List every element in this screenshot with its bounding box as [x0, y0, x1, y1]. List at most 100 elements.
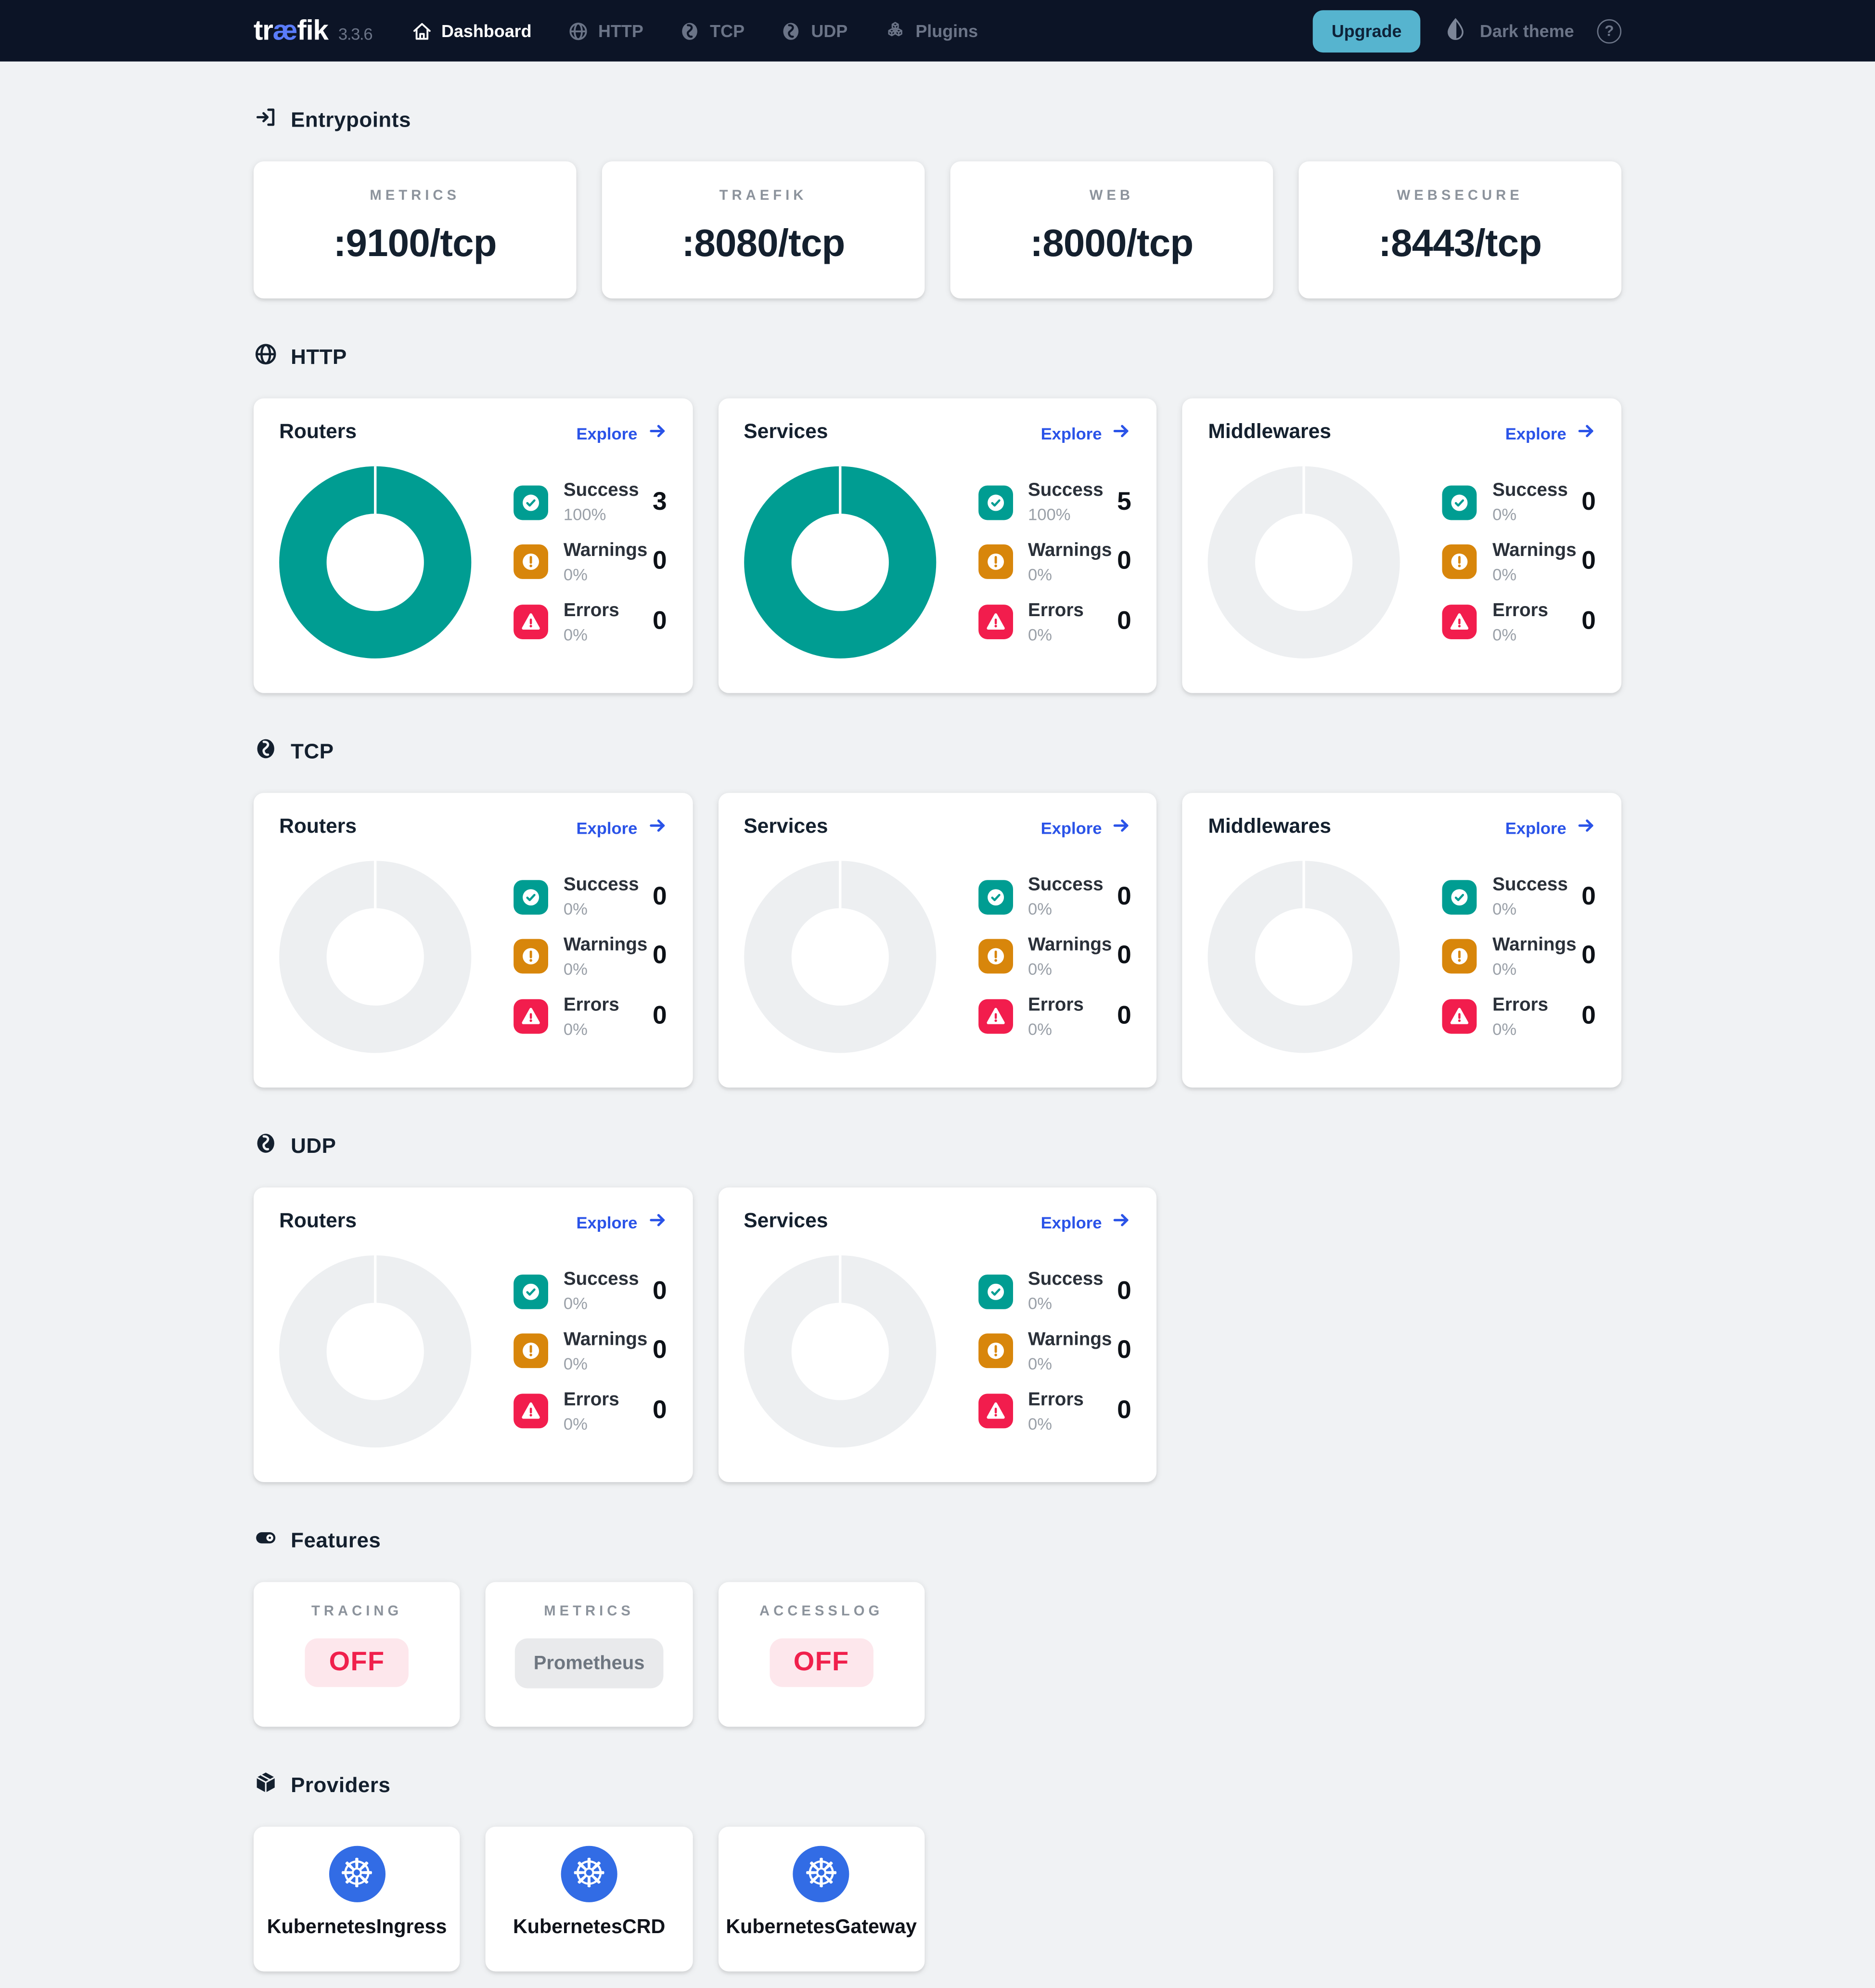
warning-icon	[1442, 545, 1477, 580]
error-icon	[978, 605, 1013, 640]
feature-card-tracing: TRACING OFF	[253, 1582, 461, 1727]
success-count: 5	[1117, 488, 1131, 516]
http-cards: Routers Explore Success 100% 3 Warnings 0	[253, 398, 1622, 693]
feature-label: TRACING	[311, 1603, 403, 1619]
entrypoint-value: :8000/tcp	[1030, 223, 1194, 265]
upgrade-button[interactable]: Upgrade	[1312, 9, 1421, 52]
features-section-head: Features	[254, 1525, 1621, 1556]
entrypoint-value: :9100/tcp	[333, 223, 497, 265]
theme-toggle[interactable]: Dark theme	[1444, 17, 1574, 45]
providers-title: Providers	[291, 1773, 391, 1797]
http-section-head: HTTP	[254, 342, 1621, 373]
help-icon[interactable]: ?	[1597, 18, 1622, 43]
explore-link[interactable]: Explore	[1505, 816, 1596, 839]
hurricane-icon	[254, 1131, 278, 1162]
logo-text: tr	[253, 14, 273, 46]
arrow-right-icon	[648, 422, 667, 445]
legend-row-warnings: Warnings 0% 0	[1442, 541, 1596, 584]
toggle-icon	[254, 1525, 278, 1556]
explore-link[interactable]: Explore	[1041, 422, 1131, 445]
warning-icon	[514, 545, 548, 580]
hurricane-icon	[679, 20, 701, 41]
nav-item-http[interactable]: HTTP	[567, 20, 643, 41]
legend-row-success: Success 100% 5	[978, 481, 1131, 524]
error-icon	[978, 1394, 1013, 1429]
entrypoint-card-web: WEB :8000/tcp	[950, 161, 1273, 299]
donut-chart	[744, 1255, 936, 1448]
arrow-right-icon	[648, 816, 667, 839]
explore-link[interactable]: Explore	[576, 1211, 667, 1234]
donut-chart	[279, 466, 472, 658]
feature-card-accesslog: ACCESSLOG OFF	[718, 1582, 925, 1727]
errors-count: 0	[1117, 1396, 1131, 1425]
errors-count: 0	[652, 1002, 667, 1031]
legend-row-warnings: Warnings 0% 0	[978, 1330, 1131, 1373]
donut-chart	[744, 466, 936, 658]
nav-item-dashboard[interactable]: Dashboard	[411, 20, 532, 41]
explore-link[interactable]: Explore	[1041, 816, 1131, 839]
entrypoint-label: WEBSECURE	[1397, 188, 1523, 204]
entrypoint-card-traefik: TRAEFIK :8080/tcp	[602, 161, 925, 299]
provider-card-kubernetes-crd: ☸ KubernetesCRD	[486, 1826, 693, 1972]
provider-card-kubernetes-ingress: ☸ KubernetesIngress	[253, 1826, 461, 1972]
warnings-count: 0	[1581, 942, 1596, 970]
success-count: 0	[1581, 488, 1596, 516]
explore-link[interactable]: Explore	[576, 422, 667, 445]
warnings-count: 0	[1117, 942, 1131, 970]
features-grid: TRACING OFF METRICS Prometheus ACCESSLOG…	[253, 1582, 1621, 1727]
donut-chart	[1208, 466, 1400, 658]
card-title: Services	[744, 1210, 828, 1233]
donut-chart	[279, 861, 472, 1053]
feature-label: ACCESSLOG	[759, 1603, 884, 1619]
kubernetes-icon: ☸	[793, 1846, 850, 1902]
error-icon	[1442, 999, 1477, 1034]
legend-row-errors: Errors 0% 0	[514, 995, 667, 1038]
entrypoints-title: Entrypoints	[291, 108, 411, 131]
providers-section-head: Providers	[254, 1770, 1621, 1801]
success-icon	[514, 1274, 548, 1309]
success-count: 0	[652, 1277, 667, 1305]
legend-row-warnings: Warnings 0% 0	[514, 541, 667, 584]
explore-link[interactable]: Explore	[1041, 1211, 1131, 1234]
legend-row-errors: Errors 0% 0	[978, 995, 1131, 1038]
legend-row-warnings: Warnings 0% 0	[1442, 935, 1596, 979]
entrypoints-grid: METRICS :9100/tcp TRAEFIK :8080/tcp WEB …	[253, 161, 1622, 299]
features-title: Features	[291, 1529, 381, 1552]
success-icon	[978, 879, 1013, 915]
nav-item-tcp[interactable]: TCP	[679, 20, 745, 41]
legend-row-warnings: Warnings 0% 0	[978, 541, 1131, 584]
card-title: Routers	[279, 816, 357, 838]
entrypoint-value: :8080/tcp	[681, 223, 846, 265]
hurricane-icon	[781, 20, 802, 41]
feature-card-metrics: METRICS Prometheus	[486, 1582, 693, 1727]
tcp-cards: Routers Explore Success 0% 0 Warnings 0%	[253, 793, 1622, 1088]
warnings-count: 0	[652, 547, 667, 576]
errors-count: 0	[652, 1396, 667, 1425]
arrow-right-icon	[648, 1211, 667, 1234]
nav-item-plugins[interactable]: Plugins	[884, 19, 978, 42]
nav-item-udp[interactable]: UDP	[781, 20, 848, 41]
explore-link[interactable]: Explore	[1505, 422, 1596, 445]
kubernetes-icon: ☸	[561, 1846, 617, 1902]
warning-icon	[514, 1334, 548, 1369]
explore-link[interactable]: Explore	[576, 816, 667, 839]
udp-section-head: UDP	[254, 1131, 1621, 1162]
provider-name: KubernetesGateway	[726, 1916, 917, 1938]
donut-chart	[744, 861, 936, 1053]
http-middlewares-card: Middlewares Explore Success 0% 0 Warning	[1182, 398, 1622, 693]
provider-name: KubernetesCRD	[513, 1916, 666, 1938]
warnings-count: 0	[652, 1336, 667, 1365]
globe-icon	[254, 342, 278, 373]
log-in-icon	[254, 105, 278, 136]
main-content: Entrypoints METRICS :9100/tcp TRAEFIK :8…	[253, 105, 1622, 1972]
legend-row-errors: Errors 0% 0	[978, 1390, 1131, 1433]
globe-icon	[567, 20, 589, 41]
provider-name: KubernetesIngress	[267, 1916, 447, 1938]
error-icon	[978, 999, 1013, 1034]
legend-row-success: Success 0% 0	[978, 1270, 1131, 1313]
arrow-right-icon	[1112, 816, 1131, 839]
entrypoint-value: :8443/tcp	[1378, 223, 1542, 265]
legend-row-warnings: Warnings 0% 0	[514, 935, 667, 979]
success-count: 3	[652, 488, 667, 516]
error-icon	[514, 999, 548, 1034]
